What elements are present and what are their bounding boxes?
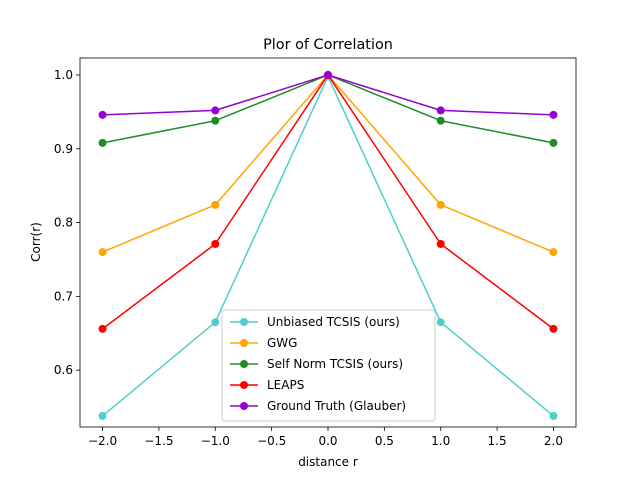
series-line xyxy=(102,74,554,253)
legend-marker xyxy=(240,381,248,389)
data-point xyxy=(549,110,558,119)
series-line xyxy=(102,74,554,330)
x-tick-label: −0.5 xyxy=(257,434,286,448)
x-tick-label: 0.5 xyxy=(375,434,394,448)
chart-title: Plor of Correlation xyxy=(263,37,393,53)
x-tick-label: −1.0 xyxy=(201,434,230,448)
data-point xyxy=(98,324,107,333)
legend-label: Self Norm TCSIS (ours) xyxy=(267,357,403,371)
x-tick-label: −1.5 xyxy=(144,434,173,448)
data-point xyxy=(211,239,220,248)
legend-item: Self Norm TCSIS (ours) xyxy=(230,357,403,371)
x-tick-label: 0.0 xyxy=(318,434,337,448)
y-tick-label: 0.8 xyxy=(54,216,73,230)
data-point xyxy=(436,106,445,115)
data-point xyxy=(211,106,220,115)
legend-item: Unbiased TCSIS (ours) xyxy=(230,315,400,329)
series-3 xyxy=(98,70,558,147)
y-tick-label: 0.7 xyxy=(54,289,73,303)
series-4 xyxy=(98,70,558,333)
y-axis-label: Corr(r) xyxy=(29,222,43,262)
data-point xyxy=(436,318,445,327)
data-point xyxy=(549,138,558,147)
data-point xyxy=(211,200,220,209)
data-point xyxy=(98,248,107,257)
x-tick-label: −2.0 xyxy=(88,434,117,448)
legend-label: Ground Truth (Glauber) xyxy=(267,399,406,413)
data-point xyxy=(436,116,445,125)
plot-area xyxy=(98,70,558,420)
legend-marker xyxy=(240,318,248,326)
y-tick-label: 0.6 xyxy=(54,363,73,377)
data-point xyxy=(98,138,107,147)
legend: Unbiased TCSIS (ours) GWG Self Norm TCSIS … xyxy=(221,309,436,422)
legend-item: Ground Truth (Glauber) xyxy=(230,399,406,413)
legend-marker xyxy=(240,402,248,410)
data-point xyxy=(98,110,107,119)
x-tick-label: 2.0 xyxy=(544,434,563,448)
data-point xyxy=(436,239,445,248)
series-line xyxy=(102,74,554,116)
data-point xyxy=(324,70,332,79)
data-point xyxy=(211,318,220,327)
data-point xyxy=(98,411,107,420)
legend-item: LEAPS xyxy=(230,378,304,392)
series-5 xyxy=(98,70,558,119)
x-axis: −2.0 −1.5 −1.0 −0.5 0.0 0.5 1.0 1.5 2.0 xyxy=(88,427,563,448)
data-point xyxy=(549,411,558,420)
legend-marker xyxy=(240,360,248,368)
data-point xyxy=(211,116,220,125)
series-line xyxy=(102,74,554,144)
data-point xyxy=(436,200,445,209)
legend-label: GWG xyxy=(267,336,297,350)
x-tick-label: 1.5 xyxy=(488,434,507,448)
legend-box xyxy=(221,309,436,422)
legend-item: GWG xyxy=(230,336,297,350)
x-tick-label: 1.0 xyxy=(431,434,450,448)
series-2 xyxy=(98,70,558,257)
legend-label: LEAPS xyxy=(267,378,304,392)
data-point xyxy=(549,324,558,333)
data-point xyxy=(549,248,558,257)
x-axis-label: distance r xyxy=(298,455,358,469)
y-tick-label: 1.0 xyxy=(54,68,73,82)
y-axis: 0.6 0.7 0.8 0.9 1.0 xyxy=(54,68,80,377)
legend-marker xyxy=(240,339,248,347)
y-tick-label: 0.9 xyxy=(54,142,73,156)
legend-label: Unbiased TCSIS (ours) xyxy=(267,315,400,329)
